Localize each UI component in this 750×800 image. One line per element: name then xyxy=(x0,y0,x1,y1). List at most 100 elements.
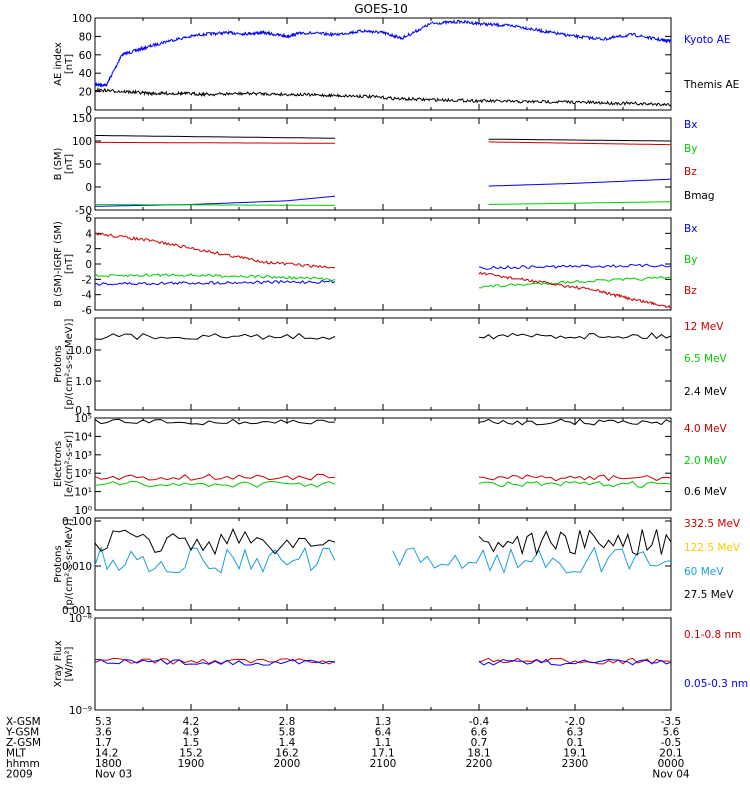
y-tick-label: 10⁰ xyxy=(74,505,92,517)
y-axis-label: Protons[p/(cm²-s-sr-MeV)] xyxy=(53,318,75,409)
y-axis-label-line: [nT] xyxy=(64,54,75,74)
series-line xyxy=(94,333,336,340)
legend-label: 27.5 MeV xyxy=(684,589,734,601)
panel-6: 0.0010.0100.100Protons[p/(cm²-s-sr-MeV)]… xyxy=(53,516,741,617)
legend-label: Bx xyxy=(684,223,697,235)
series-line xyxy=(478,529,672,556)
series-line xyxy=(478,276,672,289)
y-tick-label: 10⁻⁹ xyxy=(69,705,92,717)
series-line xyxy=(478,271,672,309)
legend-label: 0.1-0.8 nm xyxy=(684,629,741,641)
y-tick-label: 6 xyxy=(85,213,92,225)
legend-label: 332.5 MeV xyxy=(684,518,741,530)
orbit-value: 1800 xyxy=(95,758,122,770)
orbit-value: 18.1 xyxy=(467,748,490,760)
y-tick-label: 40 xyxy=(79,68,92,80)
chart-title: GOES-10 xyxy=(354,2,408,16)
orbit-value: 17.1 xyxy=(371,748,394,760)
series-line xyxy=(478,658,672,666)
panel-7: 10⁻⁹ 10⁻⁸ Xray Flux[W/m²] 0.1-0.8 nm 0.05-0.… xyxy=(53,613,748,717)
series-line xyxy=(488,201,672,205)
y-tick-label: 100 xyxy=(72,13,92,25)
orbit-value: -2.0 xyxy=(565,716,586,728)
y-axis-label-line: [e/(cm²-s-sr)] xyxy=(64,431,75,497)
series-line xyxy=(478,263,672,270)
series-line xyxy=(478,418,672,426)
series-line xyxy=(95,204,335,206)
panel-5: 10⁰ 10¹ 10² 10³ 10⁴ 10⁵ Electrons[e/(cm²-s-sr)… xyxy=(53,413,728,517)
orbit-value: 1.7 xyxy=(95,737,112,749)
legend-label: By xyxy=(684,143,697,155)
y-tick-label: -4 xyxy=(82,290,93,302)
y-axis-label: Protons[p/(cm²-s-sr-MeV)] xyxy=(53,518,75,609)
y-tick-label: 10³ xyxy=(74,450,92,462)
series-line xyxy=(478,480,672,488)
y-tick-label: 0.1 xyxy=(75,405,92,417)
orbit-value: 5.3 xyxy=(95,716,112,728)
orbit-value: 1.5 xyxy=(183,737,200,749)
y-tick-label: 0 xyxy=(85,182,92,194)
series-line xyxy=(478,474,672,482)
y-tick-label: 0.010 xyxy=(62,561,92,573)
y-axis-label-line: [p/(cm²-s-sr-MeV)] xyxy=(64,518,75,609)
orbit-value: 14.2 xyxy=(95,748,118,760)
legend-label: Themis AE xyxy=(683,79,739,91)
orbit-value: 1.1 xyxy=(375,737,392,749)
orbit-value: 1900 xyxy=(178,758,205,770)
series-line xyxy=(478,332,672,340)
y-tick-label: 100 xyxy=(72,136,92,148)
panel-1: 0 20 40 60 80 100 AE index[nT] Kyoto AE Themis A… xyxy=(53,13,739,117)
orbit-value: 1.3 xyxy=(375,716,392,728)
orbit-value: -3.5 xyxy=(661,716,682,728)
legend-label: Bx xyxy=(684,119,697,131)
panel-frame xyxy=(94,217,672,311)
y-tick-label: 80 xyxy=(79,31,92,43)
orbit-value: 4.9 xyxy=(183,727,200,739)
y-axis-label-line: B (SM)-IGRF (SM) xyxy=(53,221,64,307)
legend-label: 2.0 MeV xyxy=(684,455,728,467)
series-line xyxy=(95,141,335,144)
y-tick-label: 20 xyxy=(79,87,92,99)
panel-2: -50 0 50 100 150 B (SM)[nT] Bx By Bz Bmag xyxy=(53,113,715,217)
series-line xyxy=(488,138,671,142)
y-axis-label-line: Xray Flux xyxy=(53,640,64,687)
orbit-value: 0.1 xyxy=(567,737,584,749)
panel-frame xyxy=(94,417,672,511)
panel-frame xyxy=(94,317,672,411)
y-tick-label: -2 xyxy=(82,274,92,286)
orbit-row-label: Z-GSM xyxy=(6,737,41,749)
legend-label: Bmag xyxy=(684,190,715,202)
y-tick-label: -6 xyxy=(82,305,93,317)
y-axis-label: AE index[nT] xyxy=(53,42,75,86)
legend-label: 60 MeV xyxy=(684,566,724,578)
y-axis-label-line: [nT] xyxy=(64,154,75,174)
y-tick-label: 150 xyxy=(72,113,92,125)
orbit-row-label: 2009 xyxy=(6,769,33,781)
y-tick-label: 10.0 xyxy=(69,345,92,357)
series-line xyxy=(488,141,672,146)
orbit-value: 2.8 xyxy=(279,716,296,728)
panel-frame xyxy=(94,617,672,711)
y-tick-label: 0 xyxy=(85,105,92,117)
y-axis-label: Electrons[e/(cm²-s-sr)] xyxy=(53,431,75,497)
series-line xyxy=(94,473,336,481)
series-line xyxy=(94,418,336,426)
series-line xyxy=(94,545,336,574)
series-line xyxy=(94,232,336,269)
y-axis-label-line: Protons xyxy=(53,345,64,382)
series-line xyxy=(94,87,672,107)
series-line xyxy=(94,527,336,556)
y-tick-label: 60 xyxy=(79,50,92,62)
y-tick-label: 10¹ xyxy=(74,487,92,499)
panel-frame xyxy=(94,117,672,211)
legend-label: 4.0 MeV xyxy=(684,423,728,435)
panel-3: -6 -4 -2 0 2 4 6 B (SM)-IGRF (SM)[nT] Bx By Bz xyxy=(53,213,697,317)
series-line xyxy=(94,658,336,666)
series-line xyxy=(94,18,672,88)
y-tick-label: 10⁻⁸ xyxy=(69,613,92,625)
orbit-value: 3.6 xyxy=(95,727,112,739)
orbit-value: 19.1 xyxy=(563,748,586,760)
orbit-value: 20.1 xyxy=(659,748,682,760)
orbit-value: Nov 04 xyxy=(652,769,690,781)
